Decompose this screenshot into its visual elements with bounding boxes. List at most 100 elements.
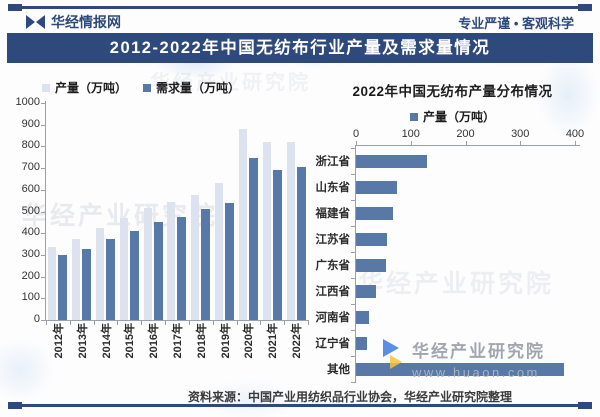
demand-bar [248, 158, 258, 320]
year-label-cell: 2016年 [141, 323, 165, 387]
year-label-cell: 2018年 [189, 323, 213, 387]
year-label: 2015年 [124, 323, 137, 359]
production-bar [262, 142, 271, 320]
right-x-axis-tick-label: 300 [511, 128, 530, 140]
watermark-brand-name: 华经产业研究院 [412, 342, 545, 361]
y-axis-tick-label: 100 [21, 291, 40, 304]
year-bar-group [46, 103, 70, 320]
huaon-watermark-logo-icon [383, 337, 405, 373]
year-label: 2016年 [148, 323, 161, 359]
production-bar [215, 183, 224, 320]
right-y-axis-tick [351, 304, 355, 305]
year-label-cell: 2015年 [117, 323, 141, 387]
y-axis-tick-label: 900 [21, 117, 40, 130]
production-legend-swatch [409, 112, 418, 121]
demand-bar [82, 248, 92, 320]
province-label: 江西省 [315, 286, 351, 298]
x-axis-tick [308, 321, 309, 325]
province-production-bar [356, 232, 388, 246]
right-y-axis-tick [351, 330, 355, 331]
right-y-axis-tick [351, 356, 355, 357]
x-axis-tick [165, 321, 167, 325]
province-row: 江苏省 [308, 226, 592, 252]
top-border-rule [8, 4, 592, 11]
right-x-axis-line [355, 145, 580, 146]
right-y-axis-tick [351, 226, 355, 227]
production-bar [48, 247, 57, 320]
province-production-bar [356, 362, 565, 376]
year-bar-group [165, 103, 189, 320]
province-row: 广东省 [308, 252, 592, 278]
y-axis-tick-label: 700 [21, 161, 40, 174]
production-bar [286, 141, 295, 320]
header-slogan: 专业严谨 • 客观科学 [458, 15, 574, 31]
right-chart-title: 2022年中国无纺布产量分布情况 [352, 84, 553, 99]
x-axis-tick [141, 321, 143, 325]
left-y-axis-labels: 0 100 200 300 400 500 600 700 800 900 1000 [6, 0, 40, 417]
left-x-axis-line [45, 320, 309, 321]
province-production-bar [356, 336, 367, 350]
year-label: 2020年 [243, 323, 256, 359]
brand-name: 华经情报网 [51, 14, 121, 30]
y-axis-tick [41, 298, 45, 300]
year-bar-group [141, 103, 165, 320]
year-label-cell: 2021年 [260, 323, 284, 387]
province-label: 其他 [327, 364, 350, 376]
right-y-axis-tick [351, 278, 355, 279]
demand-bar [296, 167, 306, 320]
province-production-bar [356, 206, 393, 220]
demand-bar [106, 238, 116, 320]
production-bar [119, 218, 128, 320]
production-bar [238, 129, 247, 320]
right-x-axis-tick-label: 0 [352, 128, 360, 140]
province-label: 广东省 [315, 260, 351, 272]
year-bar-group [94, 103, 118, 320]
source-note: 资料来源：中国产业用纺织品行业协会，华经产业研究院整理 [187, 390, 512, 404]
production-bar [72, 239, 81, 320]
year-label: 2022年 [291, 323, 304, 359]
production-bar [96, 228, 105, 320]
left-x-axis-category-labels: 2012年 2013年 2014年 2015年 2016年 2017年 2018年 2019年… [46, 323, 308, 387]
year-label: 2018年 [195, 323, 208, 359]
demand-legend-label: 需求量（万吨） [156, 81, 241, 95]
legend-item-demand: 需求量（万吨） [143, 79, 240, 96]
province-label: 浙江省 [315, 156, 351, 168]
province-production-bar [356, 284, 376, 298]
demand-bar [201, 209, 211, 320]
year-label-cell: 2022年 [284, 323, 308, 387]
demand-bar [177, 217, 187, 320]
y-axis-tick [41, 320, 45, 321]
year-label: 2017年 [171, 323, 184, 359]
year-label-cell: 2017年 [165, 323, 189, 387]
year-label: 2013年 [76, 323, 89, 359]
right-y-axis-tick [351, 382, 355, 383]
left-y-axis-line [45, 101, 46, 321]
right-y-axis-tick [351, 252, 355, 253]
demand-bar [225, 203, 235, 320]
year-label-cell: 2012年 [46, 323, 70, 387]
right-y-axis-line [355, 145, 356, 383]
province-row: 辽宁省 [308, 330, 592, 356]
year-label: 2014年 [100, 323, 113, 359]
province-row: 山东省 [308, 174, 592, 200]
right-chart-plot-area: 浙江省山东省 福建省 江苏省广东省江西省河南省辽宁省其他 [308, 148, 592, 382]
year-bar-group [70, 103, 94, 320]
year-label-cell: 2013年 [70, 323, 94, 387]
province-row: 福建省 [308, 200, 592, 226]
y-axis-tick [41, 254, 45, 256]
watermark-brand-block: 华经产业研究院 www.huaon.com [383, 337, 545, 380]
y-axis-tick [41, 168, 45, 170]
production-legend-label: 产量（万吨） [55, 81, 128, 95]
production-bar [191, 195, 200, 320]
x-axis-tick [284, 321, 286, 325]
y-axis-tick [41, 233, 45, 235]
province-label: 辽宁省 [315, 338, 351, 350]
y-axis-tick-label: 300 [21, 247, 40, 260]
year-label: 2019年 [219, 323, 232, 359]
right-y-axis-tick [351, 174, 355, 175]
year-label: 2021年 [267, 323, 280, 359]
province-row: 河南省 [308, 304, 592, 330]
y-axis-tick [41, 103, 45, 104]
demand-bar [58, 254, 68, 320]
